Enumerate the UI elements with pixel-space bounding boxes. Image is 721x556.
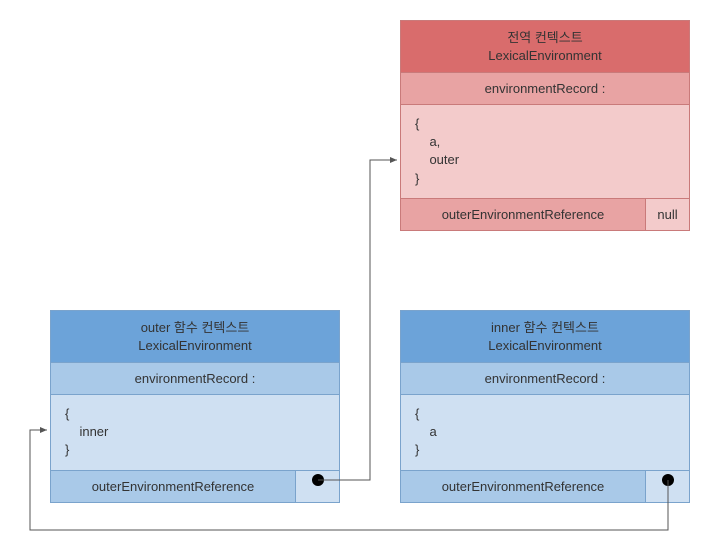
- outerfn-outer-value: [295, 471, 339, 502]
- outerfn-title: outer 함수 컨텍스트 LexicalEnvironment: [51, 311, 339, 363]
- innerfn-outer-value: [645, 471, 689, 502]
- innerfn-outer-row: outerEnvironmentReference: [401, 471, 689, 502]
- outerfn-title-line2: LexicalEnvironment: [57, 337, 333, 355]
- outerfn-outer-row: outerEnvironmentReference: [51, 471, 339, 502]
- global-record: { a, outer }: [401, 105, 689, 199]
- innerfn-title-line1: inner 함수 컨텍스트: [407, 319, 683, 337]
- outerfn-env-header: environmentRecord :: [51, 363, 339, 395]
- innerfn-title-line2: LexicalEnvironment: [407, 337, 683, 355]
- global-context-box: 전역 컨텍스트 LexicalEnvironment environmentRe…: [400, 20, 690, 231]
- global-outer-label: outerEnvironmentReference: [401, 199, 645, 230]
- outerfn-outer-label: outerEnvironmentReference: [51, 471, 295, 502]
- innerfn-env-header: environmentRecord :: [401, 363, 689, 395]
- global-title: 전역 컨텍스트 LexicalEnvironment: [401, 21, 689, 73]
- inner-function-context-box: inner 함수 컨텍스트 LexicalEnvironment environ…: [400, 310, 690, 503]
- global-title-line1: 전역 컨텍스트: [407, 29, 683, 47]
- global-outer-value: null: [645, 199, 689, 230]
- innerfn-title: inner 함수 컨텍스트 LexicalEnvironment: [401, 311, 689, 363]
- innerfn-outer-label: outerEnvironmentReference: [401, 471, 645, 502]
- global-outer-row: outerEnvironmentReference null: [401, 199, 689, 230]
- outer-function-context-box: outer 함수 컨텍스트 LexicalEnvironment environ…: [50, 310, 340, 503]
- outerfn-title-line1: outer 함수 컨텍스트: [57, 319, 333, 337]
- global-env-header: environmentRecord :: [401, 73, 689, 105]
- outerfn-record: { inner }: [51, 395, 339, 471]
- innerfn-record: { a }: [401, 395, 689, 471]
- global-title-line2: LexicalEnvironment: [407, 47, 683, 65]
